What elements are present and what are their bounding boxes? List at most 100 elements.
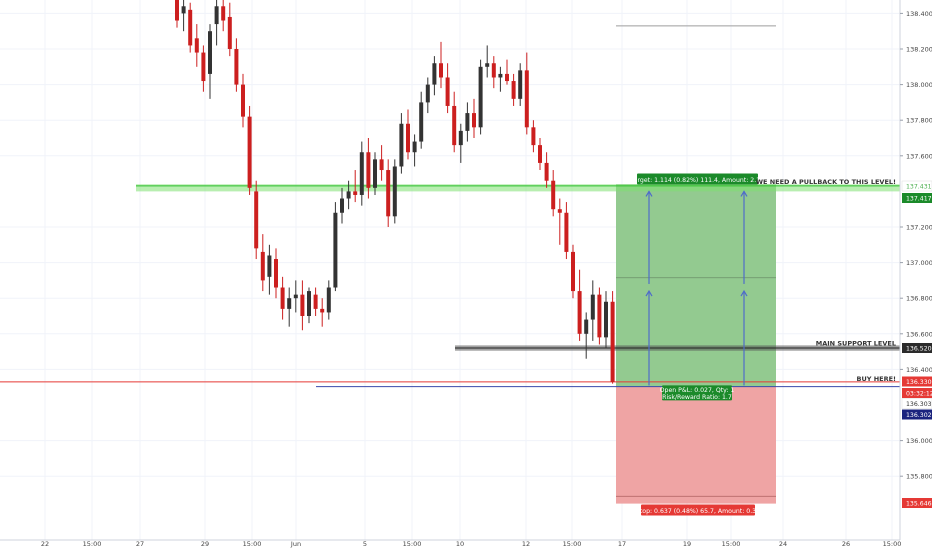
candle-body[interactable] — [366, 152, 371, 188]
x-tick-label: 27 — [136, 540, 144, 548]
candle-body[interactable] — [234, 49, 239, 85]
candle-body[interactable] — [406, 123, 410, 153]
candle-body[interactable] — [439, 63, 443, 78]
candle-body[interactable] — [584, 319, 589, 334]
candle-body[interactable] — [221, 6, 226, 21]
stop-label: Stop: 0.637 (0.48%) 65.7, Amount: 0.34 — [636, 508, 760, 515]
candle-body[interactable] — [425, 84, 430, 103]
candle-body[interactable] — [340, 198, 344, 213]
candle-body[interactable] — [498, 73, 503, 78]
candle-body[interactable] — [399, 123, 404, 167]
candle-body[interactable] — [175, 0, 179, 21]
candle-body[interactable] — [511, 81, 516, 99]
candle-body[interactable] — [604, 301, 608, 338]
candle-body[interactable] — [571, 251, 575, 292]
x-tick-label: 15:00 — [243, 540, 262, 548]
buy-annotation: BUY HERE! — [857, 375, 897, 383]
candle-body[interactable] — [241, 84, 245, 117]
candle-body[interactable] — [359, 152, 364, 195]
candle-body[interactable] — [254, 191, 259, 249]
candle-body[interactable] — [346, 191, 351, 199]
candle-body[interactable] — [392, 166, 397, 217]
candle-body[interactable] — [307, 291, 311, 316]
y-tick-label: 138.000 — [906, 81, 932, 89]
candle-body[interactable] — [432, 63, 437, 85]
candle-body[interactable] — [194, 38, 199, 53]
candle-body[interactable] — [320, 308, 325, 313]
candle-body[interactable] — [577, 291, 582, 334]
target-zone[interactable] — [616, 184, 776, 387]
candle-body[interactable] — [478, 66, 483, 128]
candle-body[interactable] — [518, 70, 523, 99]
y-tick-label: 136.600 — [906, 330, 932, 338]
candle-body[interactable] — [597, 294, 602, 338]
candle-body[interactable] — [274, 259, 278, 288]
price-label: 135.646 — [906, 501, 932, 508]
candle-body[interactable] — [386, 170, 391, 217]
candle-body[interactable] — [505, 73, 509, 82]
candle-body[interactable] — [208, 31, 212, 74]
candle-body[interactable] — [524, 70, 529, 128]
candle-body[interactable] — [419, 102, 424, 142]
price-label-box — [901, 180, 932, 192]
candle-body[interactable] — [267, 255, 272, 277]
candle-body[interactable] — [452, 105, 457, 146]
pnl-label-box — [662, 385, 732, 401]
candle-body[interactable] — [227, 16, 232, 49]
x-tick-label: 15:00 — [883, 540, 902, 548]
pullback-level-zone[interactable] — [136, 184, 900, 192]
x-tick-label: 10 — [456, 540, 464, 548]
candle-body[interactable] — [353, 191, 358, 195]
y-tick-label: 136.800 — [906, 295, 932, 303]
candle-body[interactable] — [287, 298, 292, 309]
candle-body[interactable] — [188, 9, 193, 46]
candle-body[interactable] — [412, 141, 417, 153]
candle-body[interactable] — [544, 162, 549, 181]
candle-body[interactable] — [472, 113, 476, 128]
candle-body[interactable] — [260, 251, 265, 281]
candle-body[interactable] — [280, 287, 285, 309]
arrow-up-icon — [645, 190, 653, 197]
candle-body[interactable] — [293, 294, 298, 299]
open-pnl-label: Open P&L: 0.027, Qty: 1 — [660, 387, 735, 394]
price-label-box — [902, 376, 932, 387]
candle-body[interactable] — [445, 77, 450, 106]
time-axis[interactable] — [0, 540, 900, 550]
x-tick-label: 22 — [41, 540, 49, 548]
candle-body[interactable] — [333, 212, 338, 288]
candle-body[interactable] — [557, 209, 562, 213]
candle-body[interactable] — [485, 63, 490, 67]
candle-body[interactable] — [531, 127, 536, 146]
candle-body[interactable] — [214, 6, 219, 25]
candle-body[interactable] — [610, 301, 615, 382]
candle-body[interactable] — [551, 180, 556, 210]
candle-body[interactable] — [538, 145, 542, 163]
candle-body[interactable] — [326, 287, 331, 313]
risk-reward-label: Risk/Reward Ratio: 1.7 — [662, 394, 732, 401]
candle-body[interactable] — [313, 294, 318, 309]
x-tick-label: 15:00 — [403, 540, 422, 548]
x-tick-label: 17 — [618, 540, 626, 548]
candle-body[interactable] — [373, 159, 377, 188]
candle-body[interactable] — [247, 116, 252, 188]
price-label-box — [901, 398, 932, 409]
candle-body[interactable] — [491, 63, 496, 78]
candle-body[interactable] — [564, 212, 569, 252]
candle-body[interactable] — [181, 6, 186, 14]
candle-body[interactable] — [300, 294, 305, 316]
x-tick-label: 29 — [201, 540, 209, 548]
pullback-annotation: WE NEED A PULLBACK TO THIS LEVEL! — [756, 178, 896, 186]
candle-body[interactable] — [201, 52, 206, 82]
candle-body[interactable] — [465, 113, 470, 131]
x-tick-label: 15:00 — [563, 540, 582, 548]
y-tick-label: 135.800 — [906, 473, 932, 481]
x-tick-label: 26 — [842, 540, 850, 548]
candle-body[interactable] — [590, 294, 595, 320]
candle-body[interactable] — [458, 130, 463, 146]
price-axis[interactable] — [900, 0, 932, 550]
x-tick-label: 12 — [522, 540, 530, 548]
stop-zone[interactable] — [616, 386, 776, 504]
candle-body[interactable] — [379, 159, 384, 171]
